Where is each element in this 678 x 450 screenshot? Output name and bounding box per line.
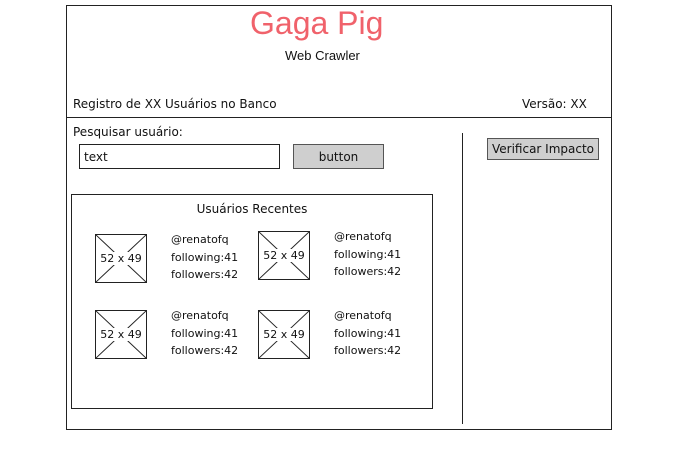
avatar-size-label: 52 x 49: [262, 328, 306, 341]
user-info: @renatofq following:41 followers:42: [334, 228, 401, 281]
user-handle[interactable]: @renatofq: [171, 233, 229, 246]
user-handle[interactable]: @renatofq: [334, 230, 392, 243]
following-count: following:41: [334, 247, 402, 261]
user-handle[interactable]: @renatofq: [334, 309, 392, 322]
following-count: following:41: [171, 250, 239, 264]
followers-count: followers:42: [334, 265, 402, 278]
avatar-size-label: 52 x 49: [99, 252, 143, 265]
registry-count-label: Registro de XX Usuários no Banco: [73, 97, 277, 111]
followers-count: followers:42: [171, 268, 239, 281]
avatar-size-label: 52 x 49: [99, 328, 143, 341]
vertical-divider: [462, 133, 463, 424]
app-title: Gaga Pig: [250, 5, 384, 41]
user-handle[interactable]: @renatofq: [171, 309, 229, 322]
header-divider: [66, 117, 612, 118]
user-card[interactable]: 52 x 49 @renatofq following:41 followers…: [258, 307, 418, 370]
followers-count: followers:42: [334, 344, 402, 357]
avatar-placeholder: 52 x 49: [95, 310, 147, 359]
search-label: Pesquisar usuário:: [73, 125, 183, 139]
search-button[interactable]: button: [293, 144, 384, 169]
search-input[interactable]: [79, 144, 280, 169]
avatar-placeholder: 52 x 49: [258, 231, 310, 280]
following-count: following:41: [171, 326, 239, 340]
app-subtitle: Web Crawler: [285, 48, 360, 63]
recent-users-title: Usuários Recentes: [196, 202, 308, 216]
verify-impact-button[interactable]: Verificar Impacto: [487, 138, 599, 160]
avatar-placeholder: 52 x 49: [95, 234, 147, 283]
user-info: @renatofq following:41 followers:42: [171, 231, 238, 284]
recent-users-panel: Usuários Recentes 52 x 49 @renatofq foll…: [71, 194, 433, 409]
version-label: Versão: XX: [522, 97, 587, 111]
avatar-placeholder: 52 x 49: [258, 310, 310, 359]
user-info: @renatofq following:41 followers:42: [334, 307, 401, 360]
following-count: following:41: [334, 326, 402, 340]
user-info: @renatofq following:41 followers:42: [171, 307, 238, 360]
user-card[interactable]: 52 x 49 @renatofq following:41 followers…: [95, 231, 255, 294]
avatar-size-label: 52 x 49: [262, 249, 306, 262]
followers-count: followers:42: [171, 344, 239, 357]
user-card[interactable]: 52 x 49 @renatofq following:41 followers…: [95, 307, 255, 370]
app-frame: [66, 5, 612, 430]
user-card[interactable]: 52 x 49 @renatofq following:41 followers…: [258, 228, 418, 291]
